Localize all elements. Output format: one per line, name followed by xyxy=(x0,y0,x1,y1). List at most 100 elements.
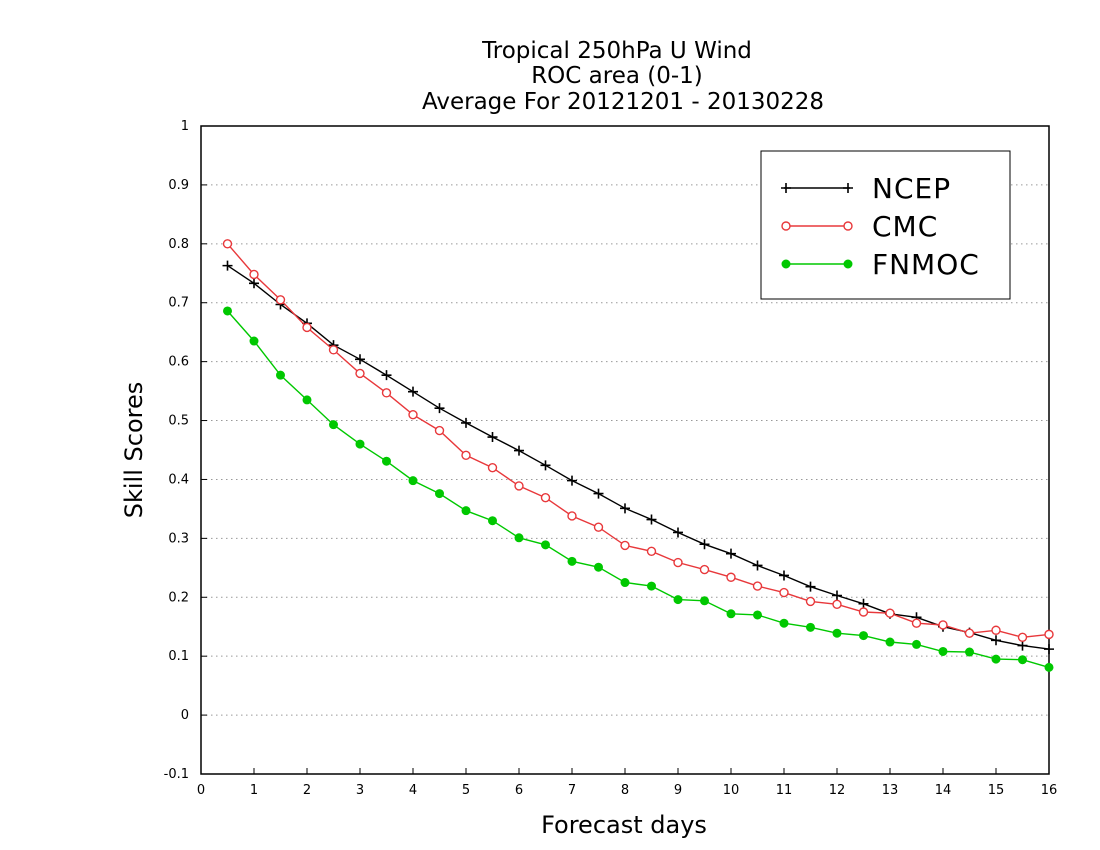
data-point-fnmoc xyxy=(779,618,789,628)
data-point-cmc xyxy=(514,481,524,491)
x-tick-label: 10 xyxy=(723,783,740,798)
data-point-fnmoc xyxy=(355,439,365,449)
data-point-ncep xyxy=(991,635,1001,646)
data-point-cmc xyxy=(858,607,869,617)
y-tick-label: 0.3 xyxy=(168,531,189,546)
data-point-cmc xyxy=(620,540,630,551)
x-tick-label: 9 xyxy=(674,783,682,798)
legend-marker-fnmoc xyxy=(781,259,791,269)
legend: NCEP CMC FNMOC xyxy=(760,150,1011,300)
data-point-ncep xyxy=(779,570,789,581)
data-point-ncep xyxy=(699,539,710,550)
legend-label-cmc: CMC xyxy=(872,210,938,243)
x-axis-label: Forecast days xyxy=(541,811,707,839)
data-point-fnmoc xyxy=(620,578,630,588)
x-tick-label: 14 xyxy=(935,783,952,798)
data-point-ncep xyxy=(620,503,630,514)
y-tick-label: 0.9 xyxy=(168,178,189,193)
data-point-ncep xyxy=(673,527,683,538)
data-point-cmc xyxy=(567,511,577,521)
legend-items: NCEP CMC FNMOC xyxy=(781,172,979,281)
data-point-fnmoc xyxy=(938,646,948,656)
x-tick-label: 2 xyxy=(303,783,311,798)
data-point-fnmoc xyxy=(726,609,736,619)
data-point-fnmoc xyxy=(753,610,762,620)
data-point-cmc xyxy=(222,239,233,249)
chart-title: Tropical 250hPa U Wind ROC area (0-1) Av… xyxy=(422,38,824,115)
data-point-cmc xyxy=(938,620,948,630)
data-point-ncep xyxy=(646,514,657,525)
data-point-fnmoc xyxy=(1044,662,1054,672)
y-tick-label: 0.8 xyxy=(168,237,189,252)
y-tick-label: 1 xyxy=(181,119,189,134)
data-point-fnmoc xyxy=(912,639,921,649)
y-tick-label: 0.1 xyxy=(168,649,189,664)
data-point-ncep xyxy=(1017,640,1028,651)
title-line-2: ROC area (0-1) xyxy=(531,63,703,89)
x-tick-label: 6 xyxy=(515,783,523,798)
title-line-1: Tropical 250hPa U Wind xyxy=(481,38,752,64)
data-point-cmc xyxy=(805,596,816,607)
legend-marker-ncep xyxy=(843,183,853,193)
x-tick-label: 3 xyxy=(356,783,364,798)
series-line-ncep xyxy=(227,265,1050,650)
data-point-fnmoc xyxy=(329,420,338,430)
y-tick-label: -0.1 xyxy=(164,767,189,782)
data-point-fnmoc xyxy=(1018,655,1027,665)
x-tick-label: 12 xyxy=(829,783,846,798)
data-point-ncep xyxy=(408,386,418,397)
data-point-fnmoc xyxy=(488,516,497,526)
data-point-cmc xyxy=(779,587,789,598)
data-point-fnmoc xyxy=(806,622,815,632)
data-point-ncep xyxy=(858,598,869,609)
y-tick-label: 0 xyxy=(181,708,189,723)
data-point-fnmoc xyxy=(700,596,709,606)
legend-marker-fnmoc xyxy=(843,259,853,269)
grid-lines xyxy=(201,184,1049,716)
data-point-fnmoc xyxy=(223,306,232,316)
data-point-cmc xyxy=(1017,632,1028,643)
data-point-ncep xyxy=(567,475,577,486)
legend-box xyxy=(760,150,1011,300)
data-point-ncep xyxy=(222,260,233,271)
y-tick-label: 0.5 xyxy=(168,414,189,429)
x-tick-label: 5 xyxy=(462,783,470,798)
data-point-fnmoc xyxy=(541,540,550,550)
data-point-ncep xyxy=(752,560,763,571)
data-point-fnmoc xyxy=(249,336,259,346)
data-point-cmc xyxy=(646,546,657,557)
title-line-3: Average For 20121201 - 20130228 xyxy=(422,89,824,115)
data-point-cmc xyxy=(726,572,736,582)
data-point-ncep xyxy=(514,445,524,456)
x-tick-label: 4 xyxy=(409,783,417,798)
data-point-ncep xyxy=(540,460,551,471)
data-point-fnmoc xyxy=(408,476,418,486)
data-point-fnmoc xyxy=(673,595,683,605)
data-point-cmc xyxy=(302,322,312,333)
data-point-cmc xyxy=(355,368,365,379)
data-point-cmc xyxy=(911,618,922,628)
data-point-fnmoc xyxy=(965,647,974,657)
data-point-ncep xyxy=(832,590,842,601)
y-tick-label: 0.4 xyxy=(168,472,189,487)
data-point-cmc xyxy=(673,557,683,568)
data-point-fnmoc xyxy=(647,581,656,591)
legend-label-ncep: NCEP xyxy=(872,172,951,205)
y-tick-label: 0.2 xyxy=(168,590,189,605)
data-point-ncep xyxy=(593,488,604,499)
data-point-cmc xyxy=(540,493,551,503)
data-point-cmc xyxy=(249,269,259,280)
data-point-cmc xyxy=(752,581,763,591)
data-point-cmc xyxy=(461,450,471,461)
data-point-cmc xyxy=(699,564,710,575)
data-point-fnmoc xyxy=(885,637,895,647)
data-point-cmc xyxy=(885,608,895,618)
data-point-cmc xyxy=(1044,629,1054,640)
x-tick-label: 0 xyxy=(197,783,205,798)
data-point-fnmoc xyxy=(832,628,842,638)
data-point-cmc xyxy=(487,462,498,473)
y-axis-label: Skill Scores xyxy=(120,382,148,519)
x-tick-label: 16 xyxy=(1041,783,1058,798)
data-point-cmc xyxy=(434,425,445,436)
data-point-ncep xyxy=(805,581,816,592)
